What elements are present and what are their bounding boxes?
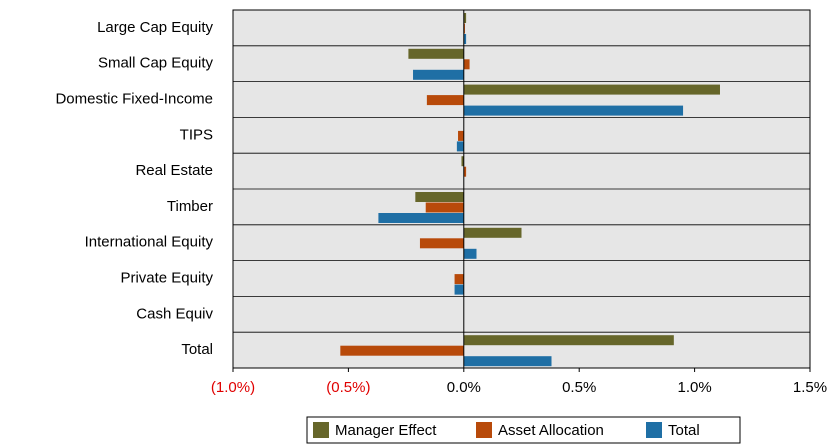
bar — [463, 335, 674, 346]
legend-box — [306, 416, 741, 444]
bar — [463, 105, 684, 116]
x-tick-label: (0.5%) — [326, 379, 370, 396]
x-tick-label: 1.0% — [677, 379, 711, 396]
bar — [378, 213, 464, 223]
bar — [456, 141, 464, 152]
bar — [340, 345, 464, 356]
legend-swatch — [313, 422, 329, 438]
y-tick-label: Large Cap Equity — [97, 19, 213, 36]
y-tick-label: Cash Equiv — [136, 305, 213, 322]
x-tick-label: (1.0%) — [211, 379, 255, 396]
bar — [415, 192, 464, 202]
y-tick-label: Domestic Fixed-Income — [55, 90, 213, 107]
bar — [426, 95, 464, 106]
y-tick-label: Timber — [167, 198, 213, 215]
bar — [454, 284, 464, 295]
bar — [463, 23, 465, 34]
bar — [463, 84, 720, 95]
y-tick-label: Private Equity — [120, 269, 213, 286]
bar — [463, 13, 467, 23]
bar — [454, 274, 464, 285]
bar — [463, 356, 552, 367]
y-tick-label: Total — [181, 341, 213, 358]
legend-swatch — [646, 422, 662, 438]
y-tick-label: Real Estate — [135, 162, 213, 179]
bar — [419, 238, 464, 249]
y-tick-label: International Equity — [85, 234, 214, 251]
legend-label: Asset Allocation — [498, 422, 604, 439]
legend-swatch — [476, 422, 492, 438]
bar — [463, 59, 470, 70]
bar — [461, 156, 464, 167]
legend-label: Manager Effect — [335, 422, 437, 439]
bar — [425, 202, 464, 213]
y-tick-label: TIPS — [180, 126, 213, 143]
x-tick-label: 0.5% — [562, 379, 596, 396]
bar — [463, 227, 522, 238]
y-tick-label: Small Cap Equity — [98, 55, 214, 72]
bar — [463, 34, 467, 44]
x-tick-label: 0.0% — [447, 379, 481, 396]
bar — [463, 166, 467, 177]
x-tick-label: 1.5% — [793, 379, 827, 396]
bar — [458, 130, 464, 141]
bar — [463, 248, 477, 259]
bar — [413, 69, 464, 80]
legend-label: Total — [668, 422, 700, 439]
bar — [408, 48, 464, 59]
